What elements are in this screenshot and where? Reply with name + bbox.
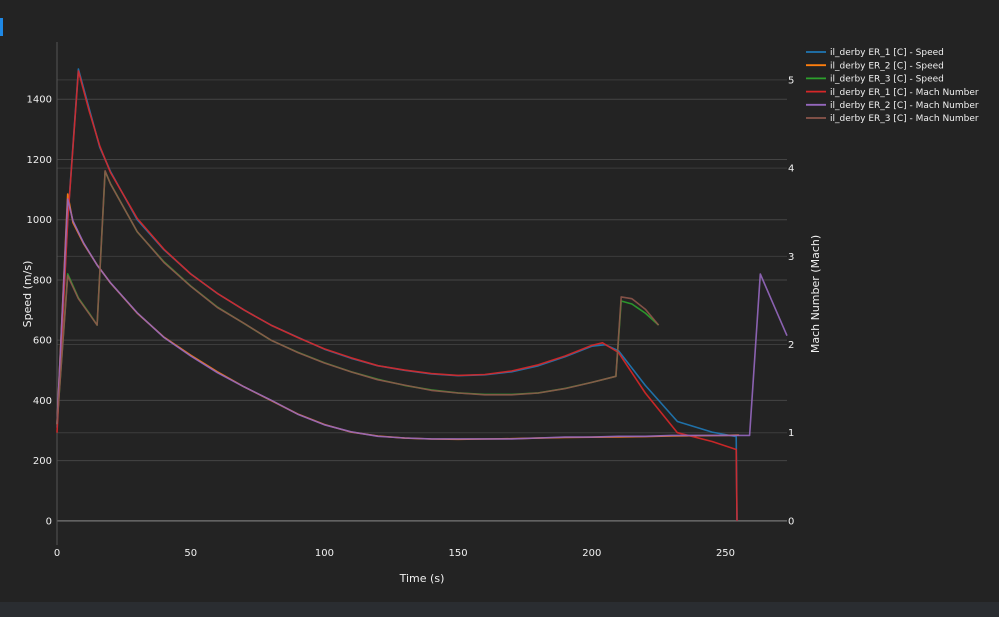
y2-tick-label: 2 xyxy=(788,340,794,351)
y2-tick-label: 3 xyxy=(788,252,794,263)
plot-area xyxy=(56,68,788,521)
zero-lines xyxy=(56,42,787,545)
series-line-4[interactable] xyxy=(56,70,738,521)
bottom-bar xyxy=(0,602,999,617)
y-tick-label: 1400 xyxy=(27,95,52,106)
legend-label: il_derby ER_3 [C] - Mach Number xyxy=(830,114,979,124)
accent-marker xyxy=(0,18,3,36)
y2-tick-label: 4 xyxy=(788,164,794,175)
legend[interactable]: il_derby ER_1 [C] - Speed il_derby ER_2 [… xyxy=(806,48,979,124)
series-line-1[interactable] xyxy=(56,68,738,521)
y2-axis-ticks: 0 1 2 3 4 5 xyxy=(788,75,794,527)
y-tick-label: 1000 xyxy=(27,215,52,226)
y2-tick-label: 1 xyxy=(788,428,794,439)
x-tick-label: 200 xyxy=(582,548,601,559)
x-tick-label: 50 xyxy=(184,548,197,559)
legend-label: il_derby ER_1 [C] - Speed xyxy=(830,48,944,58)
y-tick-label: 600 xyxy=(33,336,52,347)
series-line-2[interactable] xyxy=(56,193,739,441)
legend-item[interactable]: il_derby ER_2 [C] - Mach Number xyxy=(806,101,979,111)
legend-item[interactable]: il_derby ER_1 [C] - Mach Number xyxy=(806,88,979,98)
legend-item[interactable]: il_derby ER_3 [C] - Speed xyxy=(806,75,944,85)
legend-item[interactable]: il_derby ER_1 [C] - Speed xyxy=(806,48,944,58)
legend-item[interactable]: il_derby ER_3 [C] - Mach Number xyxy=(806,114,979,124)
y2-tick-label: 5 xyxy=(788,75,794,86)
x-tick-label: 250 xyxy=(716,548,735,559)
legend-label: il_derby ER_2 [C] - Mach Number xyxy=(830,101,979,111)
y-axis-title: Speed (m/s) xyxy=(21,261,34,328)
y-tick-label: 0 xyxy=(46,516,52,527)
legend-item[interactable]: il_derby ER_2 [C] - Speed xyxy=(806,61,944,71)
legend-label: il_derby ER_3 [C] - Speed xyxy=(830,75,944,85)
x-tick-label: 150 xyxy=(449,548,468,559)
y-axis-ticks: 0 200 400 600 800 1000 1200 1400 xyxy=(27,95,52,528)
y-tick-label: 800 xyxy=(33,275,52,286)
x-axis-ticks: 0 50 100 150 200 250 xyxy=(54,548,735,559)
y-tick-label: 200 xyxy=(33,456,52,467)
legend-label: il_derby ER_1 [C] - Mach Number xyxy=(830,88,979,98)
x-tick-label: 0 xyxy=(54,548,60,559)
y2-tick-label: 0 xyxy=(788,516,794,527)
series-line-6[interactable] xyxy=(56,170,660,424)
legend-label: il_derby ER_2 [C] - Speed xyxy=(830,61,944,71)
series-line-5[interactable] xyxy=(56,198,788,440)
gridlines xyxy=(57,79,787,462)
y2-axis-title: Mach Number (Mach) xyxy=(809,235,822,353)
y-tick-label: 400 xyxy=(33,396,52,407)
y-tick-label: 1200 xyxy=(27,155,52,166)
series-line-3[interactable] xyxy=(56,170,660,425)
x-tick-label: 100 xyxy=(315,548,334,559)
x-axis-title: Time (s) xyxy=(399,572,445,585)
